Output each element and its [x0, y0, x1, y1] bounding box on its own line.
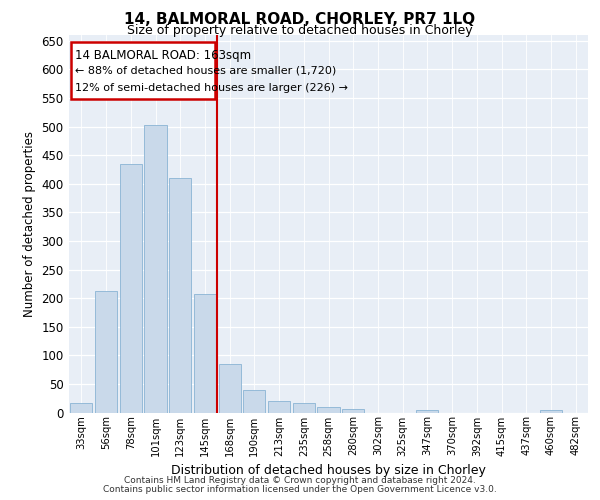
Bar — [342, 409, 364, 412]
Text: Contains public sector information licensed under the Open Government Licence v3: Contains public sector information licen… — [103, 485, 497, 494]
Bar — [169, 178, 191, 412]
Bar — [194, 294, 216, 412]
Text: Size of property relative to detached houses in Chorley: Size of property relative to detached ho… — [127, 24, 473, 37]
Text: Contains HM Land Registry data © Crown copyright and database right 2024.: Contains HM Land Registry data © Crown c… — [124, 476, 476, 485]
Bar — [268, 401, 290, 412]
Bar — [317, 407, 340, 412]
Bar — [95, 290, 117, 412]
Text: 14, BALMORAL ROAD, CHORLEY, PR7 1LQ: 14, BALMORAL ROAD, CHORLEY, PR7 1LQ — [124, 12, 476, 28]
Text: 12% of semi-detached houses are larger (226) →: 12% of semi-detached houses are larger (… — [74, 83, 347, 93]
FancyBboxPatch shape — [71, 42, 215, 99]
Text: ← 88% of detached houses are smaller (1,720): ← 88% of detached houses are smaller (1,… — [74, 66, 336, 76]
Text: 14 BALMORAL ROAD: 163sqm: 14 BALMORAL ROAD: 163sqm — [74, 48, 251, 62]
Bar — [243, 390, 265, 412]
Bar — [145, 125, 167, 412]
Bar — [540, 410, 562, 412]
Bar — [119, 164, 142, 412]
Bar — [70, 403, 92, 412]
Bar — [416, 410, 439, 412]
X-axis label: Distribution of detached houses by size in Chorley: Distribution of detached houses by size … — [171, 464, 486, 477]
Y-axis label: Number of detached properties: Number of detached properties — [23, 130, 35, 317]
Bar — [293, 403, 315, 412]
Bar — [218, 364, 241, 412]
